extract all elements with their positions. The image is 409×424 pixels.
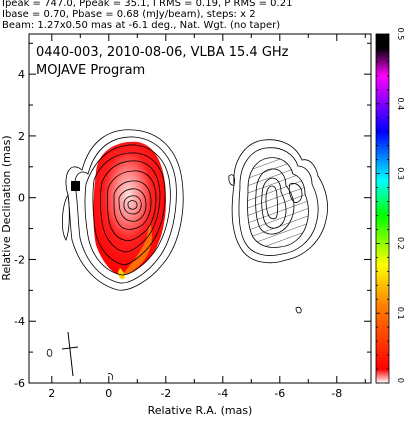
y-tick-label: 4 (18, 68, 25, 81)
colorbar-ticks (376, 33, 389, 384)
plot-frame (28, 33, 372, 384)
beam-cross (61, 331, 79, 377)
plot-subtitle: MOJAVE Program (36, 63, 145, 78)
intensity-contours (62, 129, 184, 291)
plot-title: 0440-003, 2010-08-06, VLBA 15.4 GHz (36, 45, 289, 60)
colorbar-tick-label: 0.2 (396, 237, 405, 250)
x-axis-title: Relative R.A. (mas) (148, 404, 253, 417)
y-tick-labels: 4 2 0 -2 -4 -6 (14, 68, 25, 390)
colorbar-tick-label: 0.5 (396, 28, 405, 41)
colorbar-tick-label: 0.4 (396, 97, 405, 110)
colorbar-tick-label: 0 (396, 378, 405, 383)
x-tick-label: -4 (217, 387, 228, 400)
axis-ticks (29, 34, 371, 384)
colorbar-tick-label: 0.1 (396, 307, 405, 320)
y-tick-label: -6 (14, 377, 25, 390)
colorbar (375, 33, 390, 384)
noise-contours (46, 349, 114, 381)
y-tick-label: -4 (14, 315, 25, 328)
header-beam-line: Beam: 1.27x0.50 mas at -6.1 deg., Nat. W… (2, 20, 281, 31)
header-levels-line: Ibase = 0.70, Pbase = 0.68 (mJy/beam), s… (2, 9, 256, 20)
header-stats-line: Ipeak = 747.0, Ppeak = 35.1, I RMS = 0.1… (2, 0, 293, 9)
polarization-edge-yellow (118, 268, 125, 280)
y-tick-label: 2 (18, 130, 25, 143)
colorbar-tick-labels: 0 0.1 0.2 0.3 0.4 0.5 (396, 28, 405, 383)
x-tick-label: -6 (274, 387, 285, 400)
y-tick-label: 0 (18, 192, 25, 205)
x-tick-label: 0 (105, 387, 112, 400)
x-tick-label: 2 (48, 387, 55, 400)
polarization-contours (228, 139, 328, 314)
y-tick-label: -2 (14, 253, 25, 266)
x-tick-label: -2 (160, 387, 171, 400)
polarization-pixel-black (71, 181, 80, 191)
x-tick-labels: 2 0 -2 -4 -6 -8 (48, 387, 342, 400)
colorbar-tick-label: 0.3 (396, 167, 405, 180)
y-axis-title: Relative Declination (mas) (0, 135, 13, 280)
x-tick-label: -8 (331, 387, 342, 400)
